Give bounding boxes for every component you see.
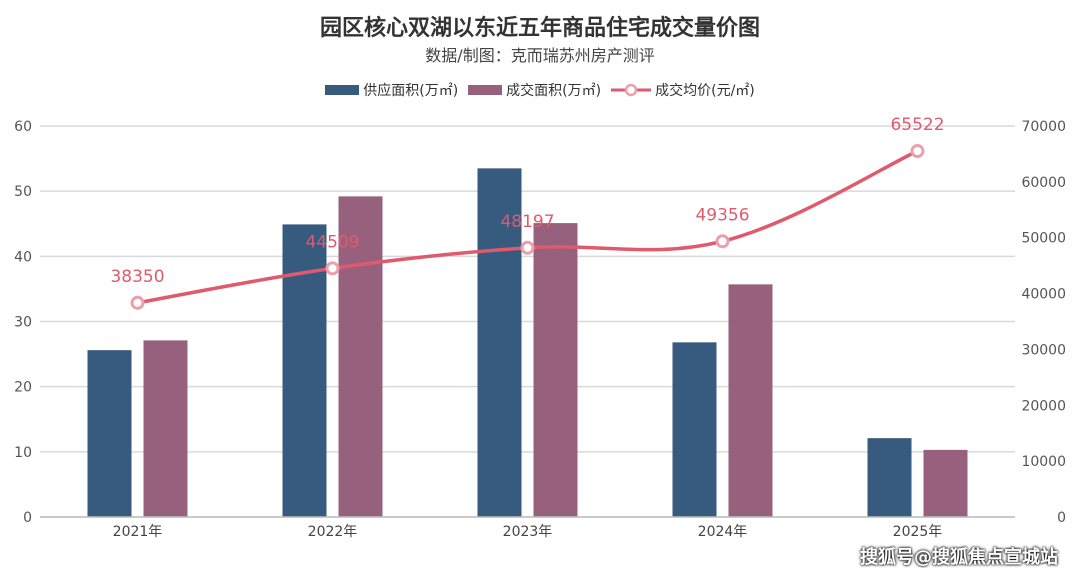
right-tick-label: 40000 bbox=[1021, 287, 1066, 303]
left-tick-label: 20 bbox=[14, 380, 32, 396]
price-marker bbox=[910, 144, 925, 159]
right-tick-label: 70000 bbox=[1021, 119, 1066, 135]
supply-bar bbox=[672, 342, 717, 517]
supply-bar bbox=[867, 438, 912, 517]
legend-line-marker-icon bbox=[611, 83, 652, 97]
left-tick-label: 30 bbox=[14, 315, 32, 331]
left-tick-label: 60 bbox=[14, 119, 32, 135]
price-data-label: 65522 bbox=[890, 115, 944, 135]
legend-price: 成交均价(元/㎡) bbox=[611, 80, 755, 100]
price-marker bbox=[130, 295, 145, 310]
deal-bar bbox=[338, 196, 383, 517]
legend-label: 成交面积(万㎡) bbox=[506, 83, 602, 99]
chart-title: 园区核心双湖以东近五年商品住宅成交量价图 bbox=[319, 16, 760, 41]
price-data-label: 48197 bbox=[500, 212, 554, 232]
right-tick-label: 30000 bbox=[1021, 342, 1066, 358]
legend-swatch bbox=[325, 85, 360, 95]
deal-bar bbox=[728, 284, 773, 517]
footer-watermark: 搜狐号@搜狐焦点宣城站 bbox=[860, 547, 1058, 568]
x-tick-label: 2021年 bbox=[113, 524, 163, 540]
legend-label: 成交均价(元/㎡) bbox=[655, 83, 755, 99]
left-tick-label: 40 bbox=[14, 249, 32, 265]
deal-bar bbox=[143, 340, 188, 517]
right-tick-label: 0 bbox=[1057, 510, 1066, 526]
deal-bar bbox=[923, 449, 968, 517]
x-tick-label: 2022年 bbox=[308, 524, 358, 540]
legend-swatch bbox=[468, 85, 503, 95]
left-tick-label: 0 bbox=[23, 510, 32, 526]
price-data-label: 44509 bbox=[305, 232, 359, 252]
supply-bar bbox=[477, 168, 522, 517]
right-tick-label: 60000 bbox=[1021, 175, 1066, 191]
right-tick-label: 50000 bbox=[1021, 231, 1066, 247]
left-tick-label: 10 bbox=[14, 445, 32, 461]
price-marker bbox=[715, 234, 730, 249]
price-data-label: 38350 bbox=[110, 267, 164, 287]
supply-bar bbox=[87, 350, 132, 517]
supply-bar bbox=[282, 224, 327, 517]
x-tick-label: 2023年 bbox=[503, 524, 553, 540]
price-marker bbox=[520, 240, 535, 255]
price-marker bbox=[325, 261, 340, 276]
right-tick-label: 10000 bbox=[1021, 454, 1066, 470]
x-tick-label: 2024年 bbox=[698, 524, 748, 540]
x-tick-label: 2025年 bbox=[893, 524, 943, 540]
legend-deal: 成交面积(万㎡) bbox=[468, 80, 601, 100]
left-tick-label: 50 bbox=[14, 184, 32, 200]
right-tick-label: 20000 bbox=[1021, 398, 1066, 414]
legend-supply: 供应面积(万㎡) bbox=[325, 80, 458, 100]
chart-subtitle: 数据/制图：克而瑞苏州房产测评 bbox=[425, 46, 655, 65]
deal-bar bbox=[533, 223, 578, 517]
price-data-label: 49356 bbox=[695, 205, 749, 225]
legend: 供应面积(万㎡) 成交面积(万㎡) 成交均价(元/㎡) bbox=[0, 80, 1080, 100]
legend-label: 供应面积(万㎡) bbox=[363, 83, 459, 99]
